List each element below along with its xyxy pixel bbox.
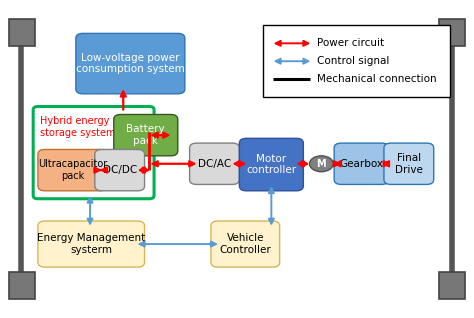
Text: M: M	[317, 159, 326, 169]
FancyBboxPatch shape	[439, 272, 465, 299]
Text: Energy Management
systerm: Energy Management systerm	[37, 233, 146, 255]
FancyBboxPatch shape	[9, 272, 35, 299]
FancyBboxPatch shape	[76, 33, 185, 94]
Text: Hybrid energy
storage system: Hybrid energy storage system	[40, 116, 116, 138]
FancyBboxPatch shape	[190, 143, 239, 184]
FancyBboxPatch shape	[439, 19, 465, 46]
FancyBboxPatch shape	[239, 138, 303, 191]
Text: DC/AC: DC/AC	[198, 159, 231, 169]
FancyBboxPatch shape	[263, 25, 450, 97]
Text: Final
Drive: Final Drive	[395, 153, 423, 175]
Text: Mechanical connection: Mechanical connection	[317, 74, 436, 84]
FancyBboxPatch shape	[38, 221, 145, 267]
Circle shape	[310, 156, 333, 172]
Text: Control signal: Control signal	[317, 56, 389, 66]
FancyBboxPatch shape	[334, 143, 389, 184]
Text: Power circuit: Power circuit	[317, 38, 384, 48]
FancyBboxPatch shape	[211, 221, 280, 267]
Text: Battery
pack: Battery pack	[127, 124, 165, 146]
Text: Vehicle
Controller: Vehicle Controller	[219, 233, 271, 255]
Text: Ultracapacitor
pack: Ultracapacitor pack	[37, 159, 107, 181]
Text: Motor
controller: Motor controller	[246, 154, 296, 175]
Text: DC/DC: DC/DC	[102, 165, 137, 175]
Text: Low-voltage power
consumption system: Low-voltage power consumption system	[76, 53, 185, 74]
FancyBboxPatch shape	[9, 19, 35, 46]
FancyBboxPatch shape	[95, 149, 145, 191]
FancyBboxPatch shape	[38, 149, 107, 191]
FancyBboxPatch shape	[114, 114, 178, 156]
FancyBboxPatch shape	[384, 143, 434, 184]
Text: Gearbox: Gearbox	[339, 159, 383, 169]
